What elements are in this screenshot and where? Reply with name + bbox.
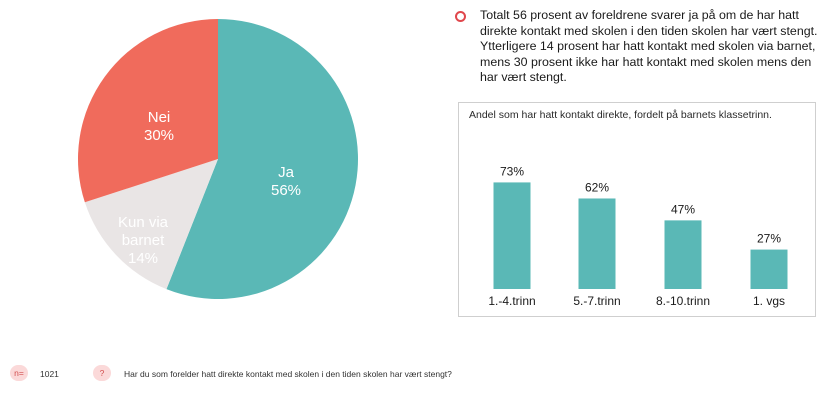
bar-chart: 73% 1.-4.trinn 62% 5.-7.trinn 47% 8.-10.trinn… xyxy=(488,164,788,308)
pie-slice-3 xyxy=(77,19,218,203)
pie-label-2-2: barnet xyxy=(122,232,165,249)
bar-value-label-2: 62% xyxy=(585,180,609,194)
sample-size-value: 1021 xyxy=(40,369,59,379)
pie-slice-2 xyxy=(84,159,219,290)
question-icon: ? xyxy=(93,365,111,381)
pie-label-3-1: Nei xyxy=(148,109,171,126)
pie-label-1-2: 56% xyxy=(271,182,301,199)
bar-value-label-3: 47% xyxy=(671,202,695,216)
bar-category-label-2: 5.-7.trinn xyxy=(573,294,620,308)
bar-2 xyxy=(578,198,616,289)
survey-question: Har du som forelder hatt direkte kontakt… xyxy=(124,369,452,379)
sample-size-badge: n= xyxy=(10,365,28,381)
bar-value-label-4: 27% xyxy=(757,232,781,246)
bar-1 xyxy=(493,182,531,289)
pie-slice-1 xyxy=(166,19,359,300)
pie-label-2-3: 14% xyxy=(128,250,158,267)
bar-4 xyxy=(750,249,788,289)
pie-label-1-1: Ja xyxy=(278,164,295,181)
summary-text: Totalt 56 prosent av foreldrene svarer j… xyxy=(480,8,818,84)
bar-value-label-1: 73% xyxy=(500,164,524,178)
bullet-circle-icon xyxy=(455,11,466,22)
bar-category-label-3: 8.-10.trinn xyxy=(656,294,710,308)
bar-3 xyxy=(664,220,702,289)
pie-label-2-1: Kun via xyxy=(118,214,169,231)
pie-label-3-2: 30% xyxy=(144,127,174,144)
summary-block: Totalt 56 prosent av foreldrene svarer j… xyxy=(455,8,827,86)
bar-category-label-1: 1.-4.trinn xyxy=(488,294,535,308)
bar-category-label-4: 1. vgs xyxy=(753,294,785,308)
bar-chart-title: Andel som har hatt kontakt direkte, ford… xyxy=(469,109,772,121)
bar-chart-panel: Andel som har hatt kontakt direkte, ford… xyxy=(458,102,816,317)
